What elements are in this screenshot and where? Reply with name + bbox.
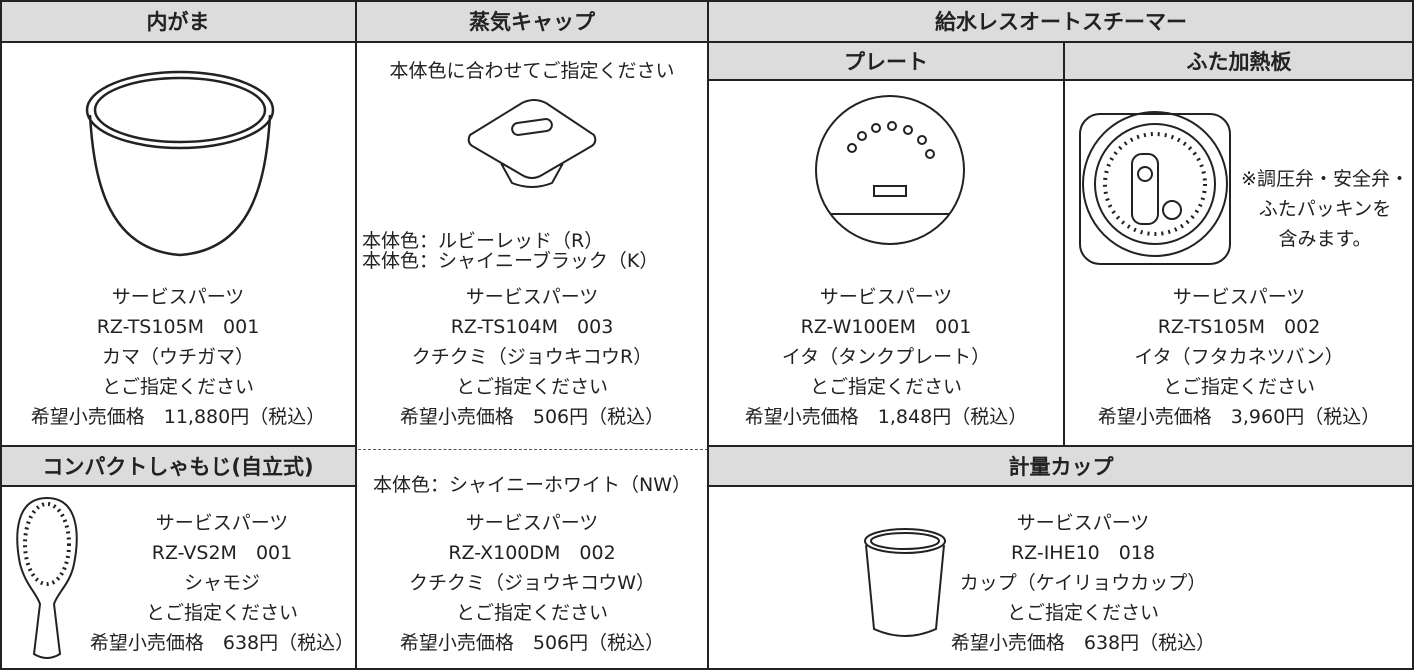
- header: コンパクトしゃもじ(自立式): [0, 446, 356, 486]
- border: [1412, 0, 1414, 670]
- part-info: サービスパーツ RZ-W100EM 001 イタ（タンクプレート） とご指定ください希…: [708, 282, 1064, 432]
- note-line: ※調圧弁・安全弁・: [1241, 168, 1409, 190]
- color-option: 本体色：シャイニーホワイト（NW）: [372, 474, 691, 496]
- info-line: 希望小売価格 1,848円（税込）: [744, 406, 1028, 428]
- info-line: サービスパーツ: [155, 512, 289, 534]
- header: プレート: [708, 42, 1064, 80]
- part-info: サービスパーツ RZ-X100DM 002 クチクミ（ジョウキコウW） とご指定くださ…: [356, 508, 708, 658]
- info-line: RZ-TS105M 002: [1157, 316, 1321, 338]
- info-line: 希望小売価格 506円（税込）: [399, 406, 665, 428]
- part-info: サービスパーツ RZ-VS2M 001 シャモジとご指定ください希望小売価格 638…: [84, 508, 360, 658]
- info-line: 希望小売価格 638円（税込）: [89, 632, 355, 654]
- header: 内がま: [0, 0, 356, 42]
- info-line: 希望小売価格 11,880円（税込）: [30, 406, 326, 428]
- header: 蒸気キャップ: [356, 0, 708, 42]
- cup-image: [864, 528, 946, 637]
- info-line: 希望小売価格 3,960円（税込）: [1097, 406, 1381, 428]
- info-line: カマ（ウチガマ）: [101, 346, 254, 368]
- note-line: 含みます。: [1278, 228, 1372, 250]
- part-info: サービスパーツ RZ-TS105M 002 イタ（フタカネツバン） とご指定ください希…: [1064, 282, 1414, 432]
- border: [708, 79, 1414, 81]
- color-option: 本体色：ルビーレッド（R）: [362, 230, 604, 252]
- note: 本体色に合わせてご指定ください: [389, 60, 675, 82]
- border: [1063, 42, 1065, 446]
- info-line: サービスパーツ: [1016, 512, 1150, 534]
- inner-pot-image: [85, 70, 275, 257]
- lid-plate-image: [1079, 111, 1231, 265]
- paddle-image: [16, 496, 78, 659]
- border: [0, 485, 356, 487]
- info-line: シャモジ: [183, 572, 260, 594]
- info-line: RZ-X100DM 002: [448, 542, 616, 564]
- dashed-divider: [358, 449, 708, 450]
- border: [707, 0, 709, 670]
- border: [0, 0, 2, 670]
- info-line: RZ-VS2M 001: [151, 542, 293, 564]
- info-line: サービスパーツ: [111, 286, 245, 308]
- note: ※調圧弁・安全弁・ ふたパッキンを 含みます。: [1240, 164, 1410, 254]
- info-line: イタ（フタカネツバン）: [1134, 346, 1344, 368]
- note-line: ふたパッキンを: [1258, 198, 1392, 220]
- info-line: サービスパーツ: [465, 512, 599, 534]
- part-info: サービスパーツ RZ-TS104M 003 クチクミ（ジョウキコウR） とご指定くださ…: [356, 282, 708, 432]
- info-line: とご指定ください: [1006, 602, 1159, 624]
- plate-image: [815, 95, 965, 245]
- info-line: 希望小売価格 638円（税込）: [950, 632, 1216, 654]
- info-line: クチクミ（ジョウキコウR）: [411, 346, 653, 368]
- info-line: カップ（ケイリョウカップ）: [959, 572, 1207, 594]
- part-info: サービスパーツ RZ-TS105M 001 カマ（ウチガマ） とご指定ください希望小売…: [0, 282, 356, 432]
- header: ふた加熱板: [1064, 42, 1414, 80]
- info-line: とご指定ください: [145, 602, 298, 624]
- info-line: RZ-W100EM 001: [800, 316, 972, 338]
- info-line: サービスパーツ: [465, 286, 599, 308]
- info-line: とご指定ください: [1162, 376, 1315, 398]
- border: [708, 485, 1414, 487]
- header: 給水レスオートスチーマー: [708, 0, 1414, 42]
- info-line: とご指定ください: [455, 376, 608, 398]
- info-line: 希望小売価格 506円（税込）: [399, 632, 665, 654]
- info-line: とご指定ください: [455, 602, 608, 624]
- border: [355, 0, 357, 670]
- part-info: サービスパーツ RZ-IHE10 018 カップ（ケイリョウカップ） とご指定ください…: [900, 508, 1266, 658]
- info-line: とご指定ください: [809, 376, 962, 398]
- info-line: サービスパーツ: [819, 286, 953, 308]
- steam-cap-image: [467, 99, 597, 188]
- info-line: RZ-TS104M 003: [450, 316, 614, 338]
- info-line: サービスパーツ: [1172, 286, 1306, 308]
- info-line: RZ-IHE10 018: [1010, 542, 1156, 564]
- info-line: RZ-TS105M 001: [96, 316, 260, 338]
- color-option: 本体色：シャイニーブラック（K）: [362, 250, 659, 272]
- info-line: とご指定ください: [101, 376, 254, 398]
- info-line: クチクミ（ジョウキコウW）: [408, 572, 656, 594]
- border: [708, 445, 1414, 447]
- info-line: イタ（タンクプレート）: [781, 346, 991, 368]
- header: 計量カップ: [708, 446, 1414, 486]
- border: [0, 445, 356, 447]
